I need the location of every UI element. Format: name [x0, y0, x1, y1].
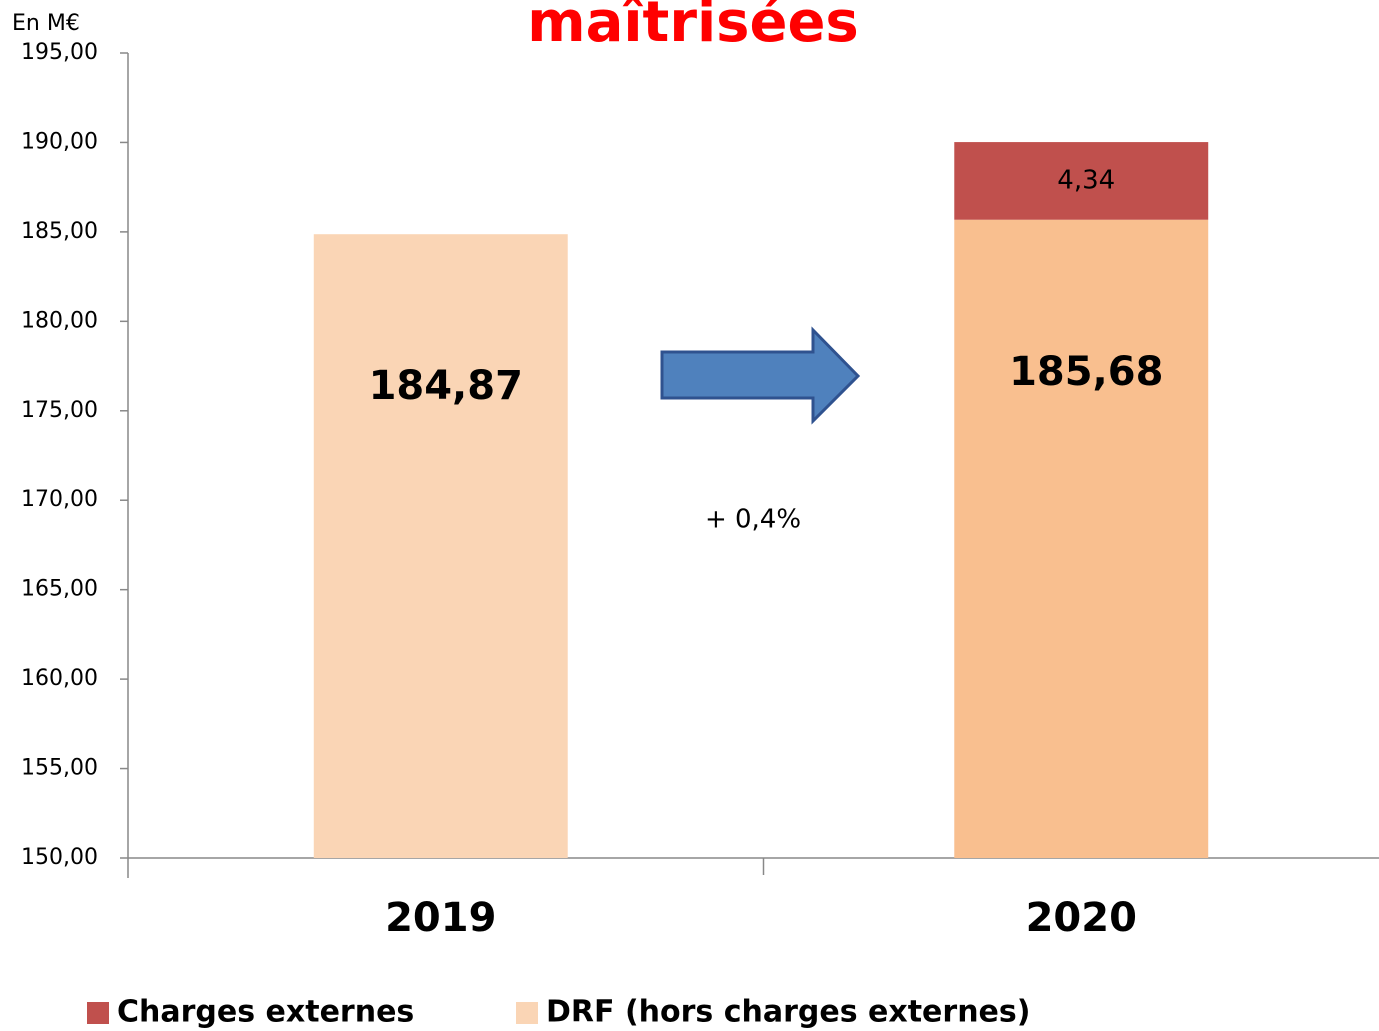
y-tick-label: 170,00 — [21, 487, 98, 512]
data-label: 185,68 — [1009, 349, 1163, 395]
y-axis-label: En M€ — [12, 11, 80, 36]
legend-swatch — [87, 1002, 109, 1024]
y-tick-label: 155,00 — [21, 756, 98, 781]
legend-swatch — [516, 1002, 538, 1024]
legend-label: Charges externes — [117, 995, 414, 1030]
x-tick-label: 2020 — [1026, 895, 1137, 941]
bar-segment — [954, 142, 1209, 220]
y-tick-label: 160,00 — [21, 666, 98, 691]
bar-segment — [954, 219, 1209, 859]
annotation: + 0,4% — [705, 505, 801, 535]
x-tick-label: 2019 — [385, 895, 496, 941]
y-tick-label: 150,00 — [21, 845, 98, 870]
data-label: 184,87 — [369, 363, 523, 409]
y-tick-label: 190,00 — [21, 129, 98, 154]
y-tick-label: 180,00 — [21, 308, 98, 333]
data-label: 4,34 — [1057, 165, 1115, 195]
y-tick-label: 195,00 — [21, 40, 98, 65]
y-tick-label: 165,00 — [21, 577, 98, 602]
y-tick-label: 175,00 — [21, 398, 98, 423]
arrow — [660, 326, 861, 425]
bar-segment — [313, 234, 568, 858]
chart-title: maîtrisées — [527, 0, 859, 55]
y-tick-label: 185,00 — [21, 219, 98, 244]
legend-label: DRF (hors charges externes) — [546, 995, 1030, 1030]
